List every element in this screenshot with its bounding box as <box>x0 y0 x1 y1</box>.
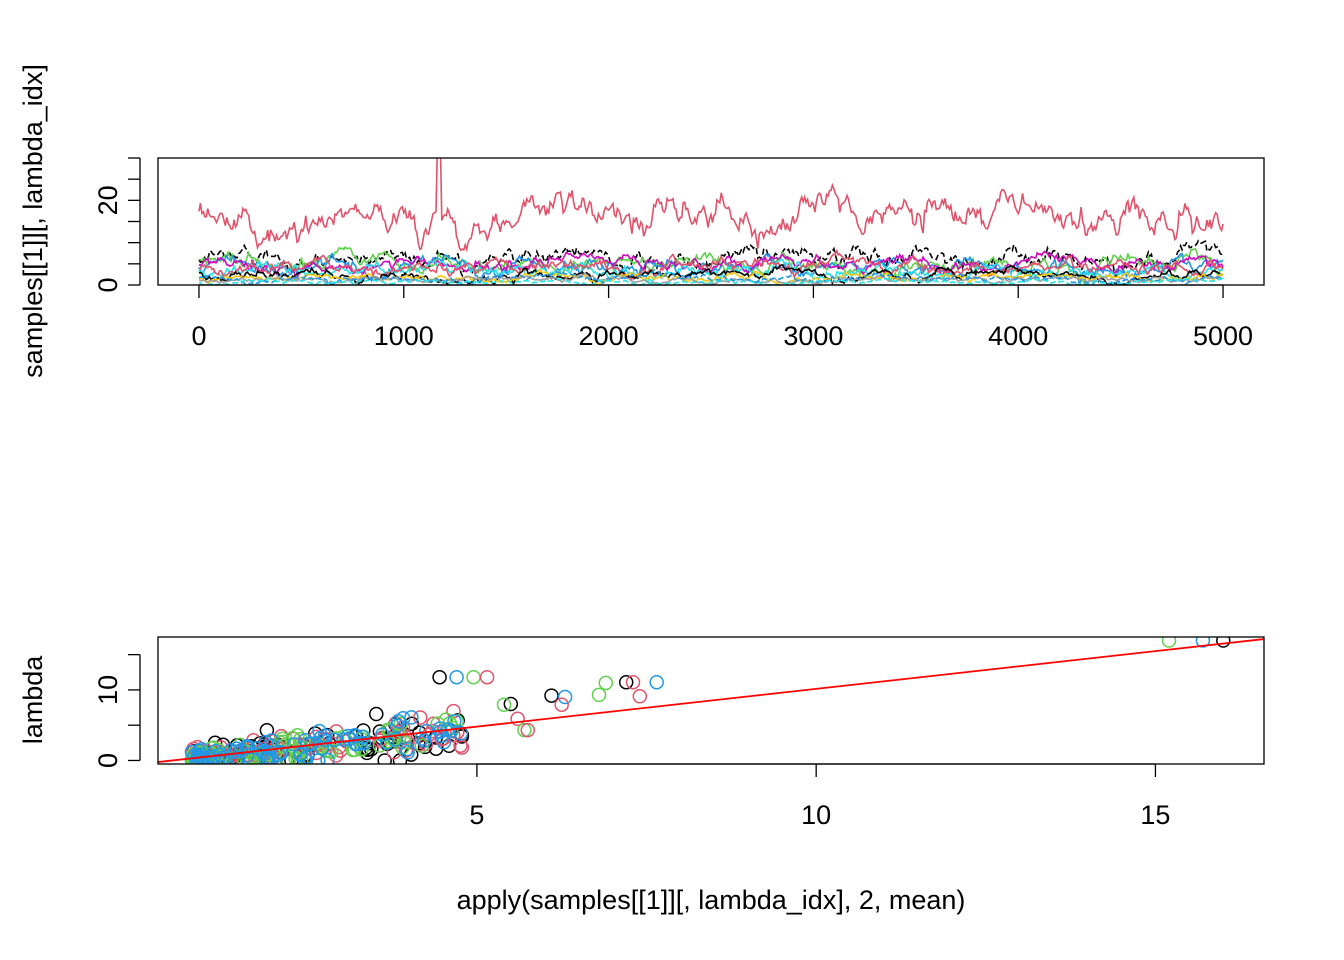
scatter-point <box>454 740 470 755</box>
scatter-point <box>258 752 274 764</box>
trace-y-axis: 0 20 <box>93 157 141 293</box>
scatter-point <box>327 732 343 748</box>
scatter-point <box>311 753 326 764</box>
scatter-point <box>510 711 525 727</box>
scatter-point <box>554 697 569 712</box>
scatter-point <box>479 669 495 685</box>
scatter-point <box>290 728 305 743</box>
scatter-point <box>404 710 419 725</box>
regression-line <box>158 638 1264 763</box>
scatter-point <box>372 738 388 753</box>
trace-series-line <box>199 268 1224 285</box>
trace-x-tick-label: 3000 <box>783 321 843 351</box>
scatter-point <box>264 733 279 748</box>
trace-x-tick-label: 5000 <box>1193 321 1253 351</box>
scatter-point <box>388 732 403 747</box>
trace-series-line <box>198 269 1224 285</box>
scatter-point <box>293 747 308 762</box>
scatter-point <box>398 743 414 758</box>
scatter-point <box>1161 637 1177 648</box>
scatter-point <box>517 722 532 738</box>
scatter-x-tick-label: 5 <box>469 800 484 830</box>
scatter-y-axis-label: lambda <box>18 655 48 745</box>
scatter-point <box>369 706 384 722</box>
scatter-point <box>375 727 390 742</box>
trace-lines <box>198 158 1224 285</box>
scatter-point <box>632 689 648 704</box>
scatter-point <box>466 669 481 685</box>
scatter-x-tick-label: 10 <box>801 800 831 830</box>
scatter-point <box>503 696 519 712</box>
trace-plot-panel: 0 1000 2000 3000 4000 5000 0 20 samples[[1]][,… <box>18 64 1265 378</box>
scatter-point <box>230 750 246 764</box>
scatter-point <box>377 753 392 764</box>
scatter-point <box>263 738 279 754</box>
trace-series-line <box>198 248 1224 282</box>
scatter-point <box>453 726 469 741</box>
trace-x-tick-label: 4000 <box>988 321 1048 351</box>
trace-y-axis-label: samples[[1]][, lambda_idx] <box>18 64 48 378</box>
trace-x-tick-label: 0 <box>191 321 206 351</box>
scatter-point <box>625 674 641 690</box>
scatter-point <box>436 734 452 750</box>
scatter-point <box>320 752 335 764</box>
trace-series-line <box>198 277 1224 285</box>
scatter-point <box>1195 637 1211 648</box>
scatter-plot-panel: 5 10 15 0 10 apply(samples[[1]][, lambda_id… <box>18 636 1265 915</box>
scatter-point <box>618 674 634 690</box>
scatter-point <box>297 752 312 764</box>
scatter-point <box>591 687 607 703</box>
regression-line-path <box>158 638 1264 763</box>
scatter-point <box>298 732 313 748</box>
scatter-point <box>413 710 428 725</box>
scatter-point <box>273 745 289 761</box>
scatter-point <box>432 669 447 685</box>
scatter-point <box>449 669 464 685</box>
scatter-x-axis-label: apply(samples[[1]][, lambda_idx], 2, mea… <box>457 885 966 915</box>
scatter-point <box>417 733 432 748</box>
scatter-point <box>649 674 664 690</box>
trace-series-line <box>198 158 1224 253</box>
trace-x-tick-label: 2000 <box>579 321 639 351</box>
scatter-point <box>496 697 512 712</box>
trace-y-tick-label: 0 <box>93 277 123 292</box>
scatter-point <box>544 688 559 703</box>
trace-x-tick-label: 1000 <box>374 321 434 351</box>
trace-y-tick-label: 20 <box>93 185 123 215</box>
scatter-point <box>447 714 462 729</box>
scatter-point <box>390 718 405 733</box>
scatter-y-axis: 0 10 <box>93 653 141 768</box>
scatter-x-axis: 5 10 15 <box>469 763 1170 830</box>
scatter-y-tick-label: 0 <box>93 753 123 768</box>
scatter-x-tick-label: 15 <box>1140 800 1170 830</box>
trace-x-axis: 0 1000 2000 3000 4000 5000 <box>191 284 1253 351</box>
scatter-point <box>317 728 333 743</box>
scatter-point <box>336 732 351 747</box>
scatter-point <box>598 675 614 691</box>
scatter-point <box>340 728 356 744</box>
scatter-point <box>288 751 303 764</box>
scatter-point <box>356 735 372 751</box>
scatter-point <box>1216 637 1231 648</box>
scatter-y-tick-label: 10 <box>93 675 123 705</box>
scatter-point <box>239 740 254 755</box>
scatter-point <box>557 689 573 705</box>
scatter-point <box>400 745 415 760</box>
scatter-point <box>520 722 536 738</box>
